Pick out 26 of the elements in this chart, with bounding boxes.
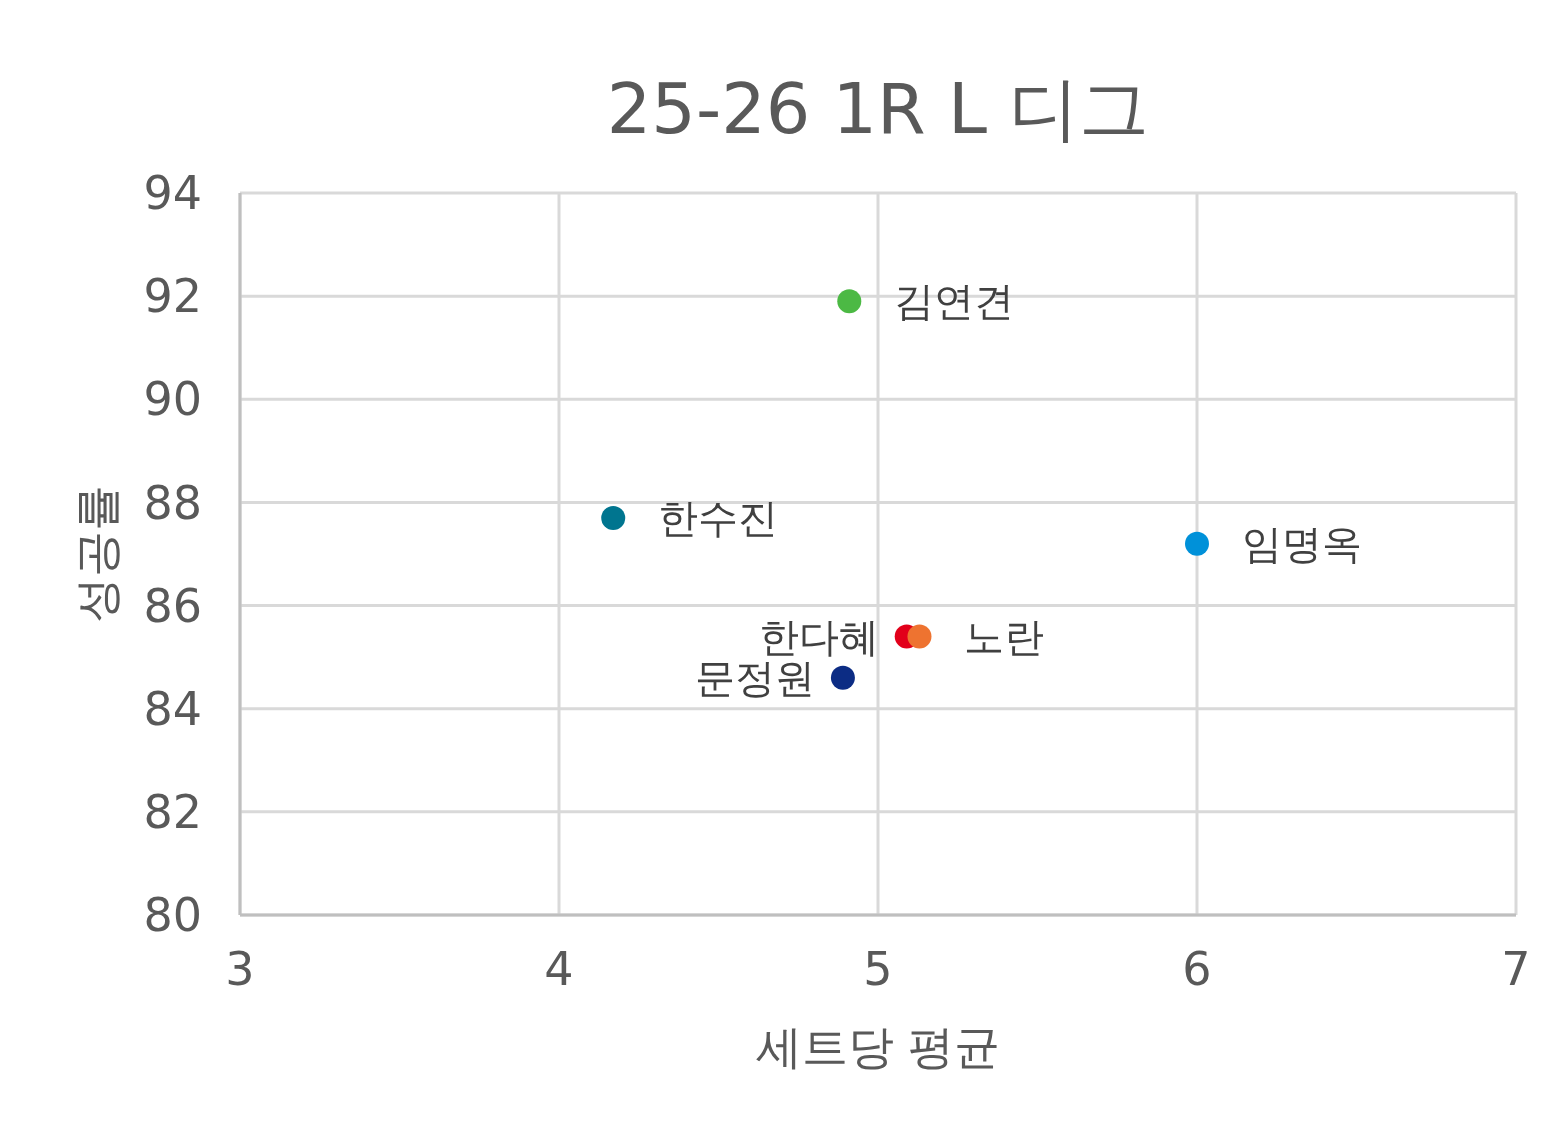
series-label: 한수진: [658, 494, 779, 541]
point: [837, 289, 862, 314]
y-tick-label: 82: [143, 784, 202, 839]
y-axis-title: 성공률: [70, 485, 124, 623]
y-tick-label: 80: [143, 888, 202, 943]
x-tick-label: 6: [1182, 942, 1212, 996]
x-axis-title: 세트당 평균: [755, 1020, 1001, 1074]
point: [907, 624, 932, 649]
y-tick-label: 84: [143, 681, 202, 736]
point: [601, 505, 626, 530]
series-label: 노란: [964, 613, 1045, 660]
chart-title: 25-26 1R L 디그: [606, 68, 1150, 150]
series-label: 임명옥: [1242, 520, 1362, 567]
y-tick-label: 92: [143, 269, 202, 324]
x-tick-label: 5: [863, 942, 893, 996]
point: [830, 665, 855, 690]
point: [1185, 531, 1209, 556]
y-tick-label: 90: [143, 372, 202, 427]
y-tick-label: 94: [143, 166, 202, 221]
x-tick-label: 4: [544, 942, 574, 996]
x-tick-label: 7: [1501, 942, 1531, 996]
y-tick-label: 88: [143, 475, 202, 530]
series-label: 김연견: [894, 278, 1015, 325]
series-label: 한다혜: [758, 613, 879, 660]
y-tick-label: 86: [143, 578, 202, 633]
x-tick-label: 3: [225, 942, 255, 996]
